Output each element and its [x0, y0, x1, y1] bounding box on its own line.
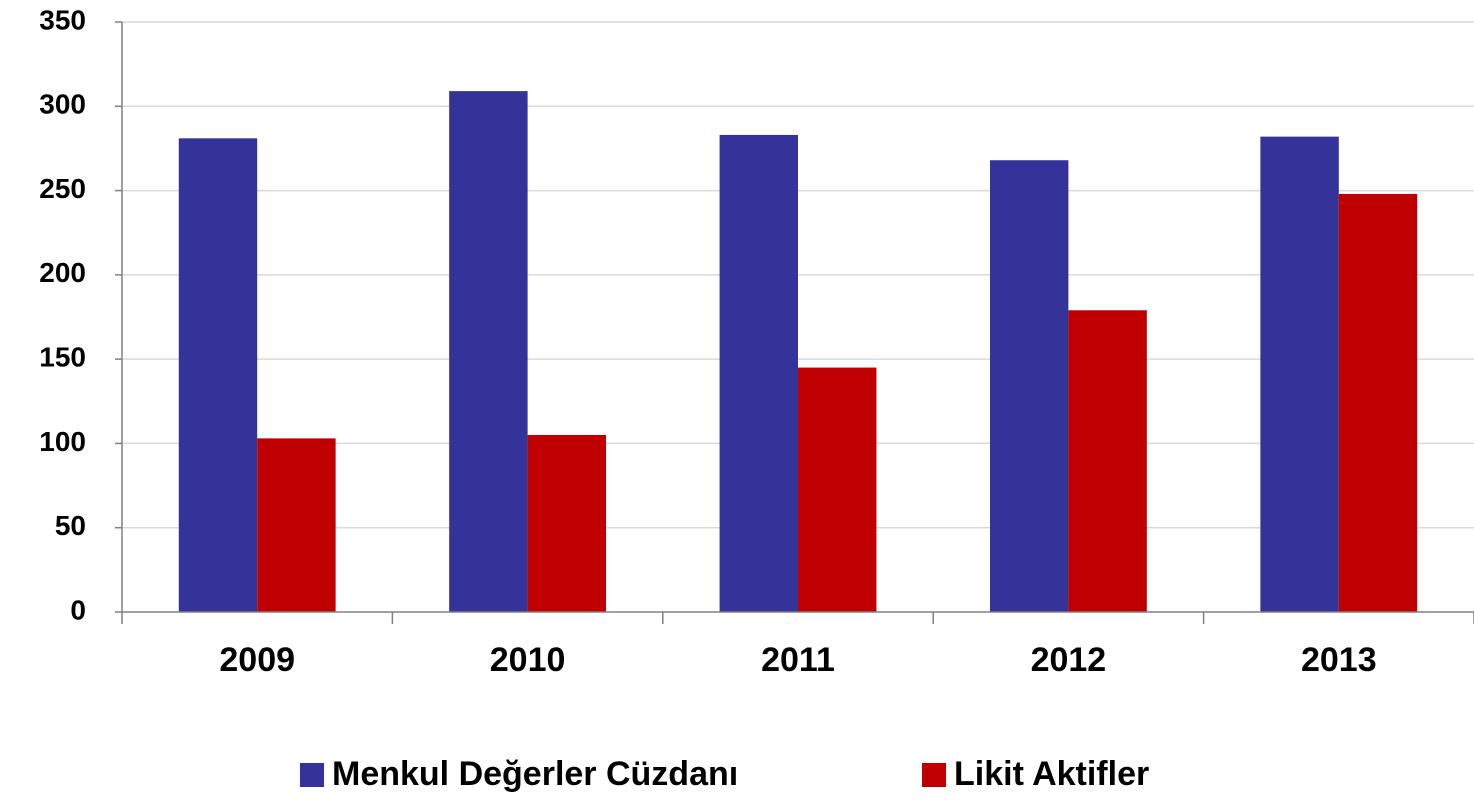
y-tick-label: 300 — [39, 89, 86, 120]
x-tick-label: 2009 — [219, 641, 295, 679]
bar — [178, 138, 258, 613]
y-tick-label: 100 — [39, 426, 86, 457]
y-tick-label: 0 — [70, 594, 86, 625]
y-tick-label: 200 — [39, 257, 86, 288]
legend-swatch — [300, 763, 324, 787]
y-tick-label: 250 — [39, 173, 86, 204]
x-tick-label: 2011 — [761, 641, 835, 679]
bar — [449, 91, 528, 613]
bar — [719, 134, 798, 612]
bar — [989, 160, 1069, 612]
legend-label: Likit Aktifler — [954, 755, 1149, 793]
bar — [798, 367, 877, 612]
x-tick-label: 2012 — [1031, 641, 1107, 679]
bar — [527, 435, 607, 612]
bar — [1068, 310, 1147, 612]
y-tick-label: 50 — [55, 510, 86, 541]
y-tick-label: 150 — [39, 342, 86, 373]
x-tick-label: 2010 — [490, 641, 566, 679]
bar — [257, 438, 336, 612]
legend-swatch — [922, 763, 946, 787]
y-tick-label: 350 — [39, 4, 86, 35]
bar — [1260, 136, 1339, 612]
legend-label: Menkul Değerler Cüzdanı — [332, 755, 738, 793]
bar — [1338, 193, 1418, 612]
x-tick-label: 2013 — [1301, 641, 1377, 679]
